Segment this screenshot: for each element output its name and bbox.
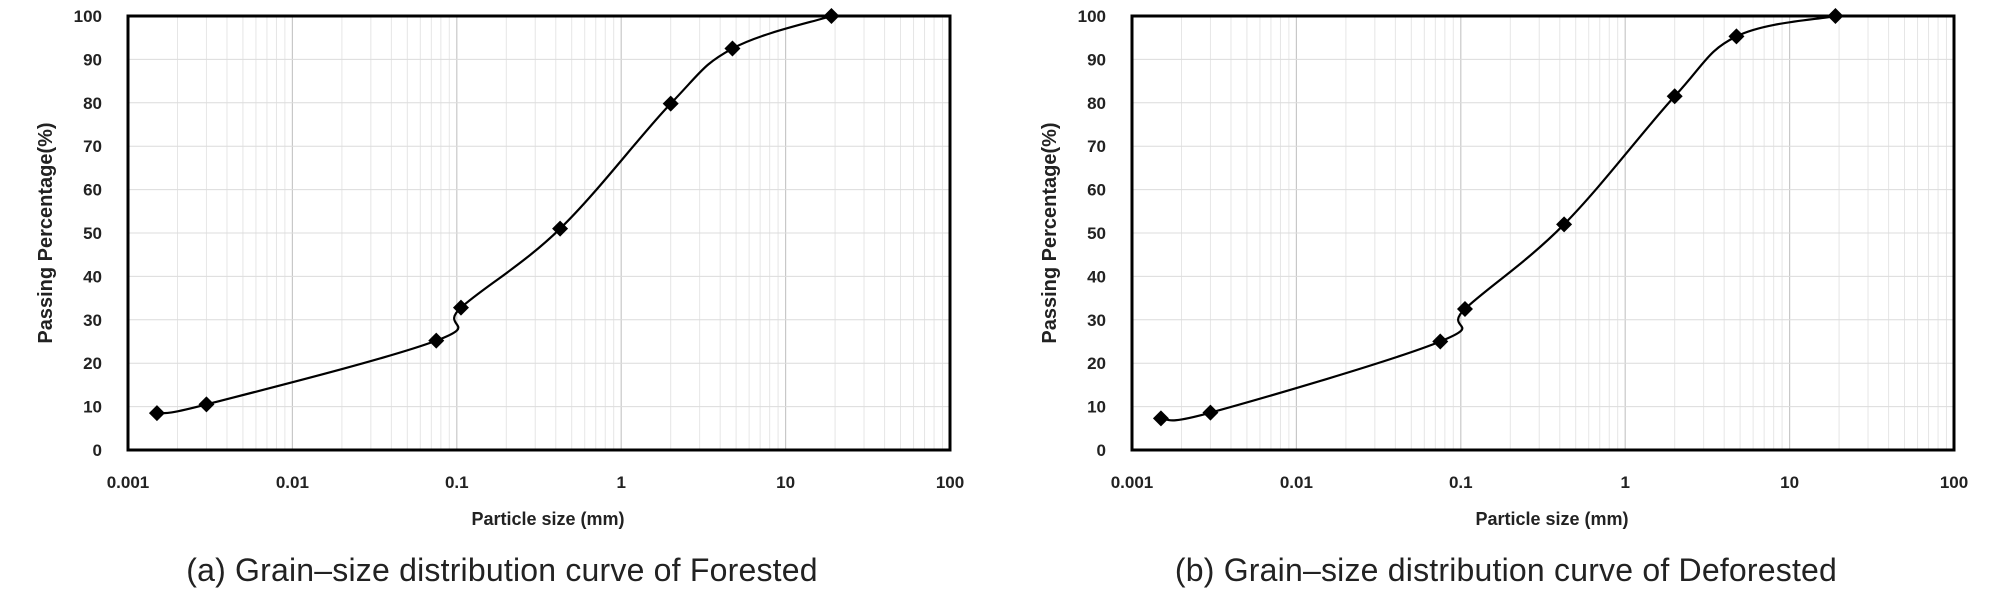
data-point-marker: [1432, 333, 1449, 350]
data-point-marker: [1556, 216, 1573, 233]
data-point-marker: [1728, 28, 1745, 45]
series-line: [156, 14, 832, 415]
data-point-marker: [724, 40, 741, 57]
y-tick-label: 10: [1087, 398, 1106, 417]
x-tick-label: 0.01: [1280, 473, 1313, 492]
data-point-marker: [1202, 404, 1219, 421]
chart-caption-forested: (a) Grain–size distribution curve of For…: [186, 552, 818, 588]
x-tick-label: 0.1: [445, 473, 469, 492]
data-point-marker: [148, 405, 165, 422]
x-axis-title: Particle size (mm): [471, 509, 624, 529]
y-tick-label: 50: [1087, 224, 1106, 243]
y-tick-label: 70: [1087, 137, 1106, 156]
y-tick-label: 0: [1097, 441, 1106, 460]
y-axis-title: Passing Percentage(%): [1039, 122, 1061, 343]
chart-forested: 0.001 0.01 0.1 1 10 100 0 10 20 30 40 50 60 70 80 90 100…: [35, 7, 965, 529]
x-tick-label: 100: [1940, 473, 1968, 492]
y-tick-label: 80: [83, 94, 102, 113]
x-tick-label: 10: [1780, 473, 1799, 492]
plot-frame: [126, 14, 952, 452]
y-tick-label: 80: [1087, 94, 1106, 113]
y-axis-title: Passing Percentage(%): [35, 122, 57, 343]
y-tick-label: 0: [93, 441, 102, 460]
series-line: [1160, 14, 1836, 422]
y-tick-label: 20: [83, 354, 102, 373]
y-tick-label: 40: [83, 267, 102, 286]
y-tick-label: 70: [83, 137, 102, 156]
plot-area-forested: 0.001 0.01 0.1 1 10 100 0 10 20 30 40 50 60 70 80 90 100: [74, 7, 965, 492]
data-point-marker: [662, 95, 679, 112]
chart-panel-deforested: 0.001 0.01 0.1 1 10 100 0 10 20 30 40 50 60 70 80 90 100…: [1004, 0, 2008, 600]
data-point-marker: [1827, 8, 1844, 24]
data-point-marker: [552, 220, 569, 237]
y-tick-label: 90: [83, 50, 102, 69]
chart-deforested: 0.001 0.01 0.1 1 10 100 0 10 20 30 40 50 60 70 80 90 100…: [1039, 7, 1969, 529]
y-tick-label: 50: [83, 224, 102, 243]
data-point-marker: [452, 299, 469, 316]
x-tick-label: 1: [616, 473, 625, 492]
y-tick-label: 30: [1087, 311, 1106, 330]
chart-panel-forested: 0.001 0.01 0.1 1 10 100 0 10 20 30 40 50 60 70 80 90 100…: [35, 7, 965, 588]
y-tick-label: 20: [1087, 354, 1106, 373]
data-point-marker: [1666, 88, 1683, 105]
x-axis-title: Particle size (mm): [1475, 509, 1628, 529]
y-tick-label: 10: [83, 398, 102, 417]
data-point-marker: [1152, 410, 1169, 427]
chart-caption-deforested: (b) Grain–size distribution curve of Def…: [1174, 552, 1838, 588]
x-tick-label: 1: [1620, 473, 1629, 492]
y-tick-label: 60: [83, 181, 102, 200]
x-tick-label: 10: [776, 473, 795, 492]
x-tick-label: 0.001: [1111, 473, 1154, 492]
x-tick-label: 0.001: [107, 473, 150, 492]
data-point-marker: [823, 8, 840, 24]
x-tick-label: 0.01: [276, 473, 309, 492]
y-tick-label: 90: [1087, 50, 1106, 69]
y-tick-label: 100: [1078, 7, 1106, 26]
data-point-marker: [1456, 300, 1473, 317]
y-tick-label: 30: [83, 311, 102, 330]
data-point-marker: [428, 332, 445, 349]
y-tick-label: 60: [1087, 181, 1106, 200]
x-tick-label: 0.1: [1449, 473, 1473, 492]
y-tick-label: 40: [1087, 267, 1106, 286]
plot-frame: [1130, 14, 1956, 452]
y-tick-label: 100: [74, 7, 102, 26]
x-tick-label: 100: [936, 473, 964, 492]
plot-area-deforested: 0.001 0.01 0.1 1 10 100 0 10 20 30 40 50 60 70 80 90 100: [1078, 7, 1969, 492]
data-point-marker: [198, 396, 215, 413]
